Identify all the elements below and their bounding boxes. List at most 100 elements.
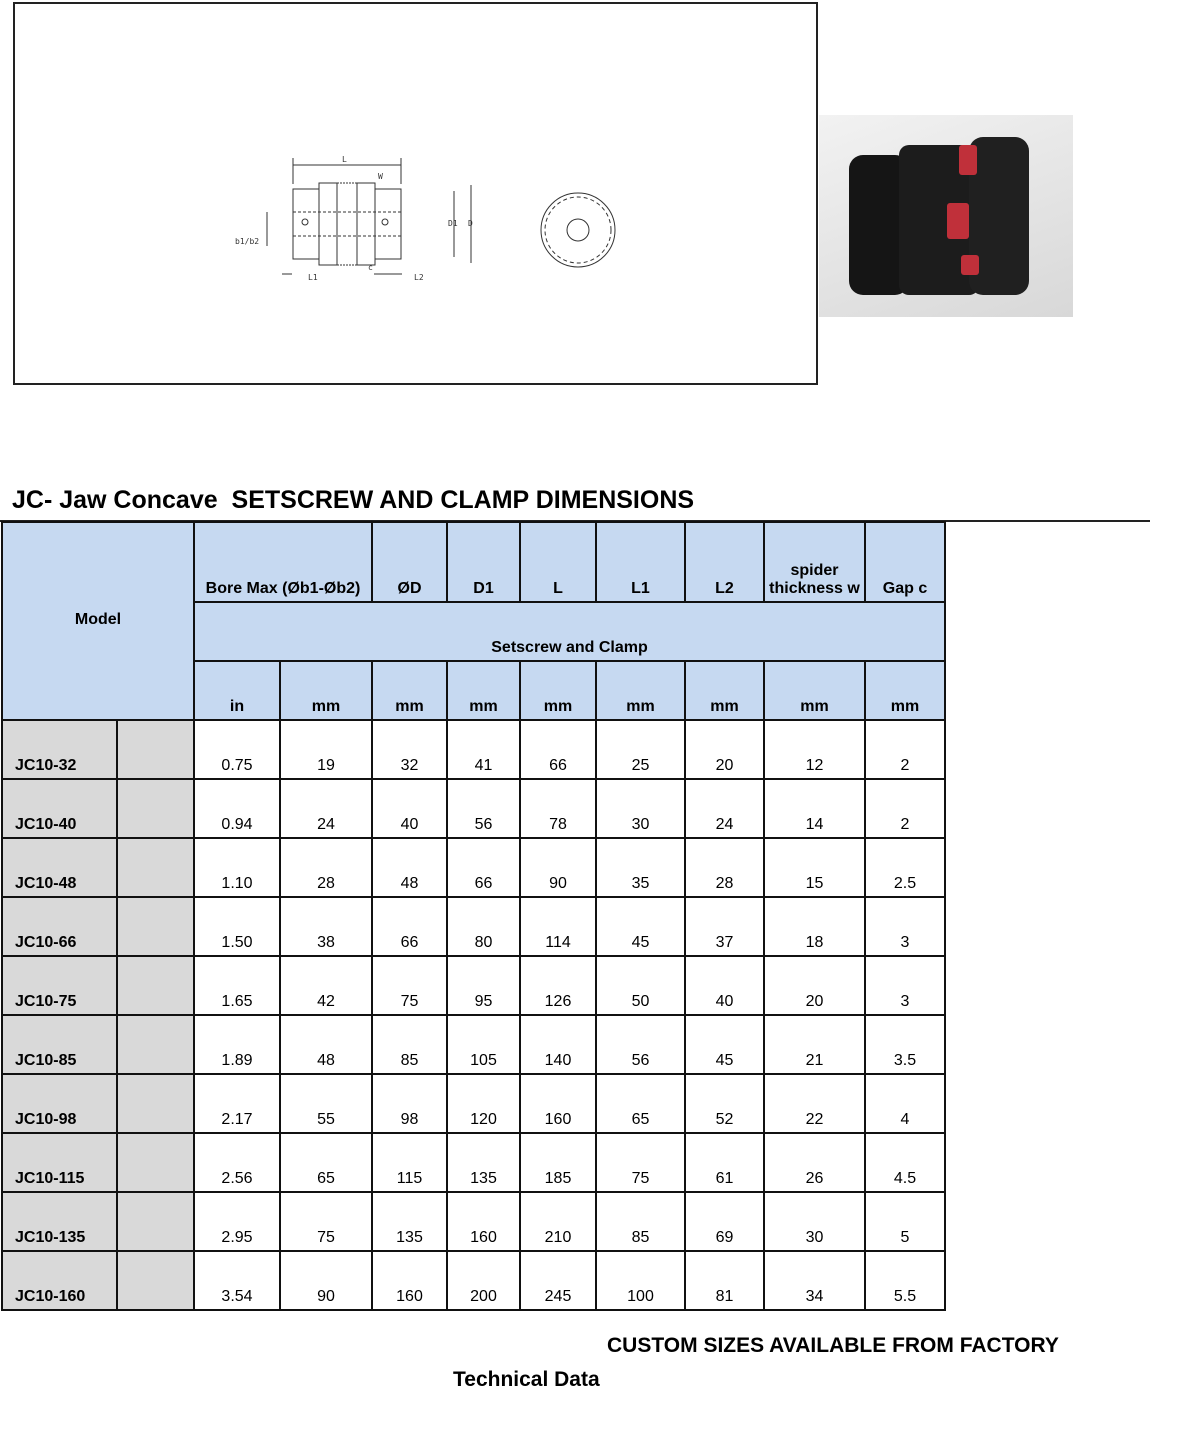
value-cell: 19 <box>279 719 373 780</box>
table-row: JC10-115 2.56 65 115 135 185 75 61 26 4.5 <box>1 1132 946 1193</box>
value-cell: 56 <box>595 1014 686 1075</box>
value-cell: 5 <box>864 1191 946 1252</box>
blank-cell <box>116 1250 195 1311</box>
label-L1: L1 <box>308 273 318 282</box>
model-cell: JC10-66 <box>1 896 118 957</box>
unit-cell: mm <box>763 660 866 721</box>
label-W: W <box>378 172 383 181</box>
value-cell: 32 <box>371 719 448 780</box>
blank-cell <box>116 1191 195 1252</box>
value-cell: 78 <box>519 778 597 839</box>
blank-cell <box>116 1132 195 1193</box>
value-cell: 160 <box>519 1073 597 1134</box>
value-cell: 140 <box>519 1014 597 1075</box>
value-cell: 30 <box>595 778 686 839</box>
value-cell: 45 <box>684 1014 765 1075</box>
model-cell: JC10-75 <box>1 955 118 1016</box>
unit-cell: in <box>193 660 281 721</box>
value-cell: 30 <box>763 1191 866 1252</box>
table-row: JC10-98 2.17 55 98 120 160 65 52 22 4 <box>1 1073 946 1134</box>
value-cell: 85 <box>371 1014 448 1075</box>
value-cell: 115 <box>371 1132 448 1193</box>
value-cell: 75 <box>371 955 448 1016</box>
technical-data-label: Technical Data <box>453 1368 600 1391</box>
value-cell: 2.5 <box>864 837 946 898</box>
value-cell: 81 <box>684 1250 765 1311</box>
page-title: JC- Jaw Concave SETSCREW AND CLAMP DIMEN… <box>12 486 695 514</box>
blank-cell <box>116 719 195 780</box>
model-cell: JC10-32 <box>1 719 118 780</box>
model-cell: JC10-98 <box>1 1073 118 1134</box>
value-cell: 34 <box>763 1250 866 1311</box>
title-rule <box>0 520 1150 522</box>
header-col: L1 <box>595 521 686 603</box>
value-cell: 15 <box>763 837 866 898</box>
value-cell: 2.95 <box>193 1191 281 1252</box>
value-cell: 24 <box>279 778 373 839</box>
coupling-dimension-drawing: L W D1 D b1/b2 L1 L2 c <box>235 155 616 282</box>
value-cell: 50 <box>595 955 686 1016</box>
value-cell: 48 <box>279 1014 373 1075</box>
value-cell: 14 <box>763 778 866 839</box>
value-cell: 100 <box>595 1250 686 1311</box>
value-cell: 1.50 <box>193 896 281 957</box>
value-cell: 18 <box>763 896 866 957</box>
blank-cell <box>116 955 195 1016</box>
value-cell: 24 <box>684 778 765 839</box>
value-cell: 1.65 <box>193 955 281 1016</box>
value-cell: 4 <box>864 1073 946 1134</box>
value-cell: 1.89 <box>193 1014 281 1075</box>
header-bore: Bore Max (Øb1-Øb2) <box>193 521 373 603</box>
model-cell: JC10-135 <box>1 1191 118 1252</box>
drawing-frame: L W D1 D b1/b2 L1 L2 c <box>13 2 818 385</box>
value-cell: 3.5 <box>864 1014 946 1075</box>
header-col: Gap c <box>864 521 946 603</box>
value-cell: 98 <box>371 1073 448 1134</box>
value-cell: 160 <box>446 1191 521 1252</box>
value-cell: 52 <box>684 1073 765 1134</box>
value-cell: 85 <box>595 1191 686 1252</box>
value-cell: 28 <box>684 837 765 898</box>
unit-cell: mm <box>684 660 765 721</box>
header-col: L2 <box>684 521 765 603</box>
header-col: D1 <box>446 521 521 603</box>
value-cell: 3 <box>864 955 946 1016</box>
value-cell: 3 <box>864 896 946 957</box>
unit-cell: mm <box>519 660 597 721</box>
unit-cell: mm <box>864 660 946 721</box>
table-row: JC10-85 1.89 48 85 105 140 56 45 21 3.5 <box>1 1014 946 1075</box>
value-cell: 2.17 <box>193 1073 281 1134</box>
value-cell: 42 <box>279 955 373 1016</box>
value-cell: 105 <box>446 1014 521 1075</box>
value-cell: 90 <box>279 1250 373 1311</box>
value-cell: 80 <box>446 896 521 957</box>
value-cell: 5.5 <box>864 1250 946 1311</box>
value-cell: 22 <box>763 1073 866 1134</box>
value-cell: 75 <box>279 1191 373 1252</box>
value-cell: 75 <box>595 1132 686 1193</box>
value-cell: 65 <box>279 1132 373 1193</box>
value-cell: 160 <box>371 1250 448 1311</box>
value-cell: 245 <box>519 1250 597 1311</box>
label-D: D <box>468 219 473 228</box>
value-cell: 45 <box>595 896 686 957</box>
value-cell: 2.56 <box>193 1132 281 1193</box>
value-cell: 135 <box>446 1132 521 1193</box>
header-model: Model <box>1 521 195 721</box>
label-L2: L2 <box>414 273 424 282</box>
value-cell: 185 <box>519 1132 597 1193</box>
header-col: L <box>519 521 597 603</box>
value-cell: 40 <box>684 955 765 1016</box>
unit-cell: mm <box>446 660 521 721</box>
table-row: JC10-160 3.54 90 160 200 245 100 81 34 5.5 <box>1 1250 946 1311</box>
dimensions-table: Model Bore Max (Øb1-Øb2) ØD D1 L L1 L2 s… <box>1 521 946 1311</box>
value-cell: 38 <box>279 896 373 957</box>
value-cell: 95 <box>446 955 521 1016</box>
value-cell: 37 <box>684 896 765 957</box>
model-cell: JC10-85 <box>1 1014 118 1075</box>
value-cell: 69 <box>684 1191 765 1252</box>
value-cell: 2 <box>864 778 946 839</box>
header-col: ØD <box>371 521 448 603</box>
blank-cell <box>116 837 195 898</box>
unit-cell: mm <box>595 660 686 721</box>
